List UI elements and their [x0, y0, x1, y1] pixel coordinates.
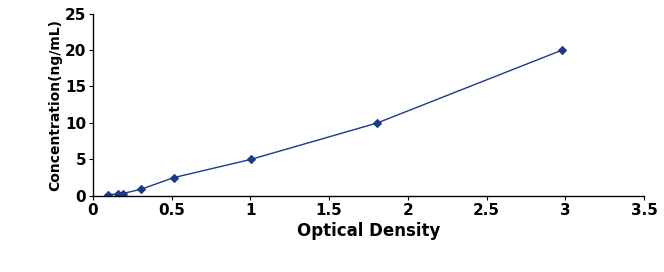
- Y-axis label: Concentration(ng/mL): Concentration(ng/mL): [48, 19, 62, 191]
- X-axis label: Optical Density: Optical Density: [297, 222, 440, 240]
